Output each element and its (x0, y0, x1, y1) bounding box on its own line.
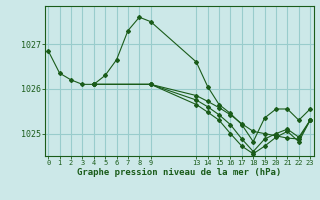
X-axis label: Graphe pression niveau de la mer (hPa): Graphe pression niveau de la mer (hPa) (77, 168, 281, 177)
